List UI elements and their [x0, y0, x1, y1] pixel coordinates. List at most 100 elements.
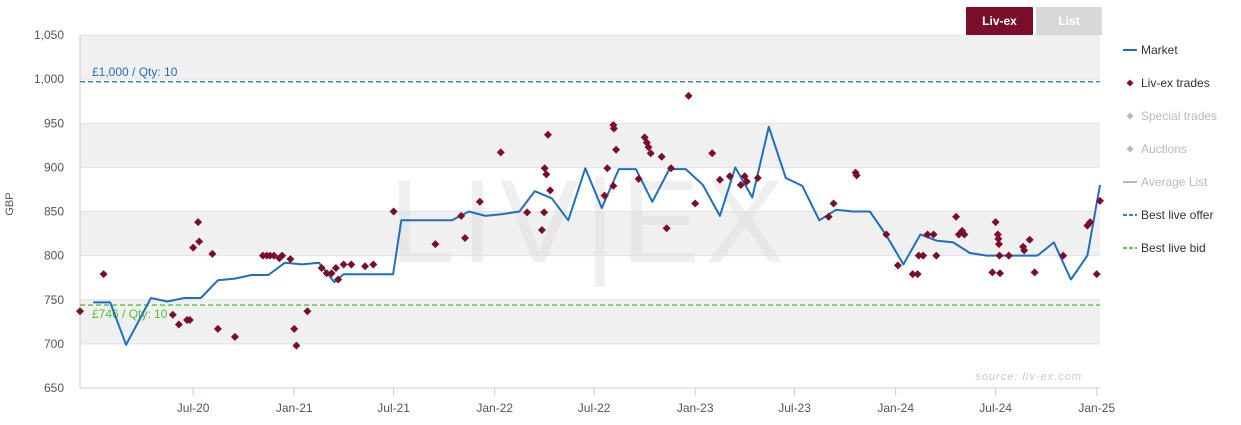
y-tick-label: 800 [44, 249, 64, 263]
trade-point [725, 172, 734, 181]
trade-point [461, 233, 470, 242]
legend-item-best-live-offer[interactable]: Best live offer [1123, 208, 1213, 222]
y-tick-label: 650 [44, 381, 64, 395]
trade-point [824, 212, 833, 221]
trade-point [893, 261, 902, 270]
x-tick-label: Jan-23 [677, 401, 714, 415]
trade-point [646, 149, 655, 158]
legend-item-average-list[interactable]: Average List [1123, 175, 1208, 189]
trade-point [331, 263, 340, 272]
trade-point [708, 149, 717, 158]
x-tick-label: Jan-24 [877, 401, 914, 415]
trade-point [994, 234, 1003, 243]
plot-band [80, 35, 1100, 80]
y-tick-label: 900 [44, 160, 64, 174]
y-tick-label: 1,000 [34, 72, 64, 86]
y-axis-title: GBP [4, 192, 16, 215]
legend-item-liv-ex-trades[interactable]: Liv-ex trades [1126, 76, 1210, 90]
trade-point [540, 208, 549, 217]
legend: Market Liv-ex trades Special trades Auction… [1123, 43, 1217, 255]
legend-item-market[interactable]: Market [1123, 43, 1178, 57]
trade-point [269, 251, 278, 260]
legend-label: Auctions [1141, 142, 1187, 156]
trade-point [317, 263, 326, 272]
market-line [93, 125, 1101, 346]
trade-point [691, 199, 700, 208]
trade-point [475, 197, 484, 206]
trade-point [852, 171, 861, 180]
trade-point [1025, 235, 1034, 244]
trade-point [1086, 218, 1095, 227]
trade-point [988, 268, 997, 277]
y-tick-label: 750 [44, 293, 64, 307]
trade-point [994, 240, 1003, 249]
x-tick-label: Jul-20 [177, 401, 210, 415]
trade-point [546, 186, 555, 195]
trade-point [496, 148, 505, 157]
y-axis: 650 700 750 800 850 900 950 1,000 1,050 [34, 28, 81, 395]
trade-point [543, 130, 552, 139]
trade-point [742, 177, 751, 186]
trade-point [523, 208, 532, 217]
best-live-bid-label: £746 / Qty: 10 [92, 307, 168, 321]
trade-point [932, 251, 941, 260]
source-credit: source: liv-ex.com [975, 371, 1082, 383]
trade-point [600, 191, 609, 200]
trade-point [189, 243, 198, 252]
legend-item-auctions[interactable]: Auctions [1126, 142, 1188, 156]
trade-point [334, 275, 343, 284]
trade-point [540, 164, 549, 173]
trade-point [914, 251, 923, 260]
trade-point [919, 251, 928, 260]
trade-point [194, 218, 203, 227]
trade-point [923, 230, 932, 239]
legend-diamond-symbol [1126, 79, 1134, 87]
y-tick-label: 950 [44, 116, 64, 130]
legend-label: Best live bid [1141, 241, 1206, 255]
x-tick-label: Jul-22 [578, 401, 611, 415]
legend-label: Special trades [1141, 109, 1217, 123]
trade-point [278, 251, 287, 260]
y-tick-label: 700 [44, 337, 64, 351]
trade-point [168, 310, 177, 319]
trade-point [290, 324, 299, 333]
liv-ex-toggle-button[interactable]: Liv-ex [966, 7, 1033, 35]
x-tick-label: Jan-25 [1078, 401, 1115, 415]
trade-point [657, 152, 666, 161]
trade-point [99, 270, 108, 279]
legend-diamond-symbol [1126, 112, 1134, 120]
horizontal-grid [80, 34, 1100, 389]
trade-point [913, 270, 922, 279]
legend-item-special-trades[interactable]: Special trades [1126, 109, 1218, 123]
x-tick-label: Jan-22 [476, 401, 513, 415]
trade-point [882, 230, 891, 239]
trade-point [76, 307, 84, 316]
trade-point [612, 145, 621, 154]
trade-point [369, 260, 378, 269]
trade-point [185, 316, 194, 325]
legend-label: Best live offer [1141, 208, 1213, 222]
trade-point [361, 262, 370, 271]
trade-point [667, 164, 676, 173]
trade-point [753, 173, 762, 182]
trade-point [1096, 196, 1104, 205]
trade-point [1020, 246, 1029, 255]
x-tick-label: Jul-24 [979, 401, 1012, 415]
trade-point [609, 181, 618, 190]
x-tick-label: Jan-21 [276, 401, 313, 415]
trade-point [537, 226, 546, 235]
trade-point [1059, 251, 1068, 260]
trade-point [195, 237, 204, 246]
trade-point [339, 260, 348, 269]
reference-lines: £1,000 / Qty: 10 £746 / Qty: 10 [80, 65, 1100, 321]
trade-point [908, 270, 917, 279]
trade-point [542, 170, 551, 179]
trade-point [634, 174, 643, 183]
list-toggle-button[interactable]: List [1036, 7, 1102, 35]
trade-point [609, 124, 618, 133]
legend-item-best-live-bid[interactable]: Best live bid [1123, 241, 1206, 255]
trade-point [929, 230, 938, 239]
trade-point [991, 218, 1000, 227]
plot-band [80, 299, 1100, 344]
